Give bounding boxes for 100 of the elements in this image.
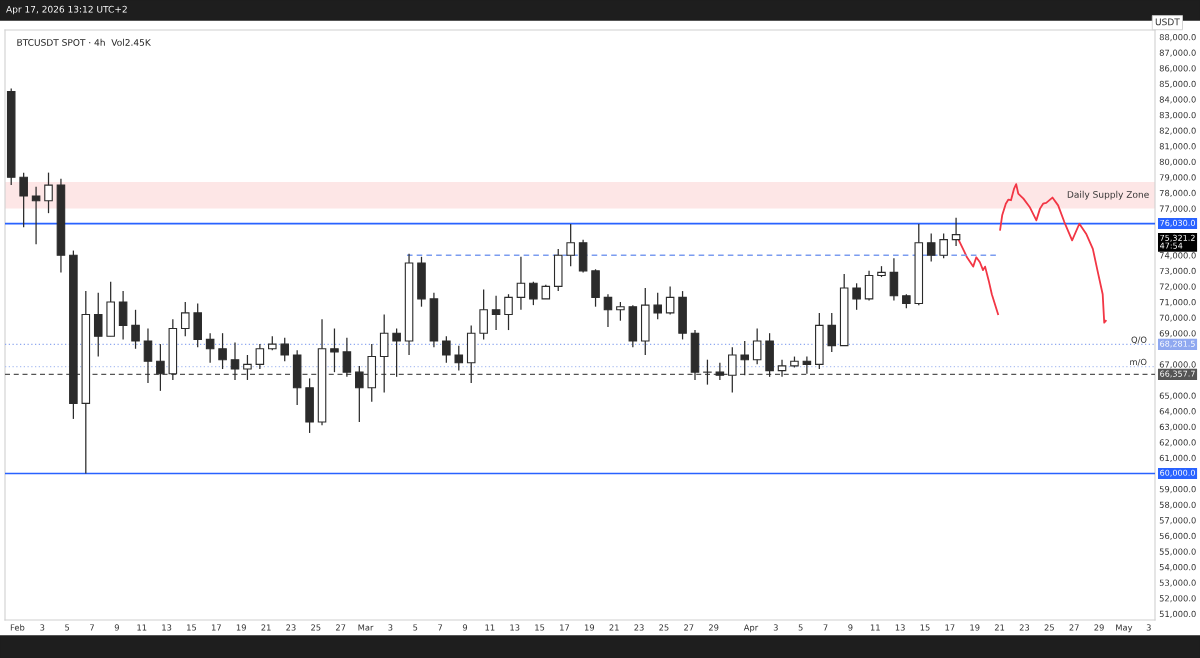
candlestick	[31, 186, 41, 245]
annotation: 66,357.7	[1160, 370, 1195, 378]
x-tick-label: 7	[90, 624, 94, 631]
x-tick-label: 29	[1094, 624, 1104, 631]
x-tick-label: 25	[659, 624, 669, 631]
y-tick-label: 77,000.0	[1159, 205, 1196, 213]
y-tick-label: 82,000.0	[1159, 127, 1196, 135]
x-tick-label: 5	[798, 624, 803, 631]
candlestick	[889, 257, 899, 302]
candlestick	[230, 341, 240, 381]
x-tick-label: 9	[114, 624, 119, 631]
candlestick	[653, 292, 662, 320]
ref-line-label: m/O	[1130, 358, 1147, 366]
candlestick	[180, 301, 190, 337]
x-tick-label: 15	[920, 624, 930, 631]
x-tick-label: 19	[584, 624, 595, 631]
candlestick	[118, 290, 128, 341]
candlestick	[19, 172, 28, 228]
candlestick	[864, 270, 874, 302]
candlestick	[603, 293, 613, 328]
x-tick-label: 15	[535, 624, 545, 631]
y-tick-label: 62,000.0	[1159, 439, 1196, 447]
band-label: Daily Supply Zone	[1067, 190, 1149, 200]
x-tick-label: May	[1116, 624, 1133, 633]
x-tick-label: 7	[438, 624, 443, 631]
x-tick-label: 5	[413, 624, 418, 631]
x-tick-label: 29	[708, 624, 719, 631]
y-tick-label: 56,000.0	[1159, 532, 1196, 540]
x-tick-label: 9	[848, 624, 853, 631]
x-tick-label: 13	[162, 624, 172, 631]
y-axis-title: USDT	[1155, 18, 1180, 26]
x-tick-label: Feb	[10, 624, 25, 631]
candlestick	[777, 359, 787, 378]
x-tick-label: 27	[335, 624, 346, 631]
candlestick	[280, 337, 290, 362]
x-tick-label: 7	[823, 624, 828, 631]
annotation: 76,030.0	[1160, 219, 1195, 227]
y-tick-label: 57,000.0	[1159, 517, 1196, 525]
x-tick-label: 25	[1044, 624, 1054, 631]
y-tick-label: 72,000.0	[1159, 283, 1196, 291]
candlestick	[342, 337, 352, 378]
y-tick-label: 88,000.0	[1159, 34, 1196, 42]
x-tick-label: 21	[261, 624, 271, 631]
y-tick-label: 55,000.0	[1159, 548, 1196, 556]
x-tick-label: 19	[236, 624, 246, 631]
ref-line-label: Q/O	[1131, 336, 1147, 344]
candlestick	[454, 345, 464, 372]
y-tick-label: 58,000.0	[1159, 501, 1196, 509]
candlestick	[665, 285, 675, 316]
candlestick	[504, 293, 513, 331]
annotation: 60,000.0	[1160, 469, 1195, 477]
x-tick-label: 11	[137, 624, 147, 631]
candlestick	[243, 354, 252, 381]
candlestick	[44, 172, 53, 214]
candlestick	[728, 346, 737, 394]
y-tick-label: 51,000.0	[1159, 610, 1196, 618]
candlestick	[491, 295, 501, 331]
x-tick-label: 3	[773, 624, 778, 631]
candlestick	[205, 332, 215, 364]
text: Apr 17, 2026 13:12 UTC+2	[6, 5, 127, 15]
y-tick-label: 63,000.0	[1159, 423, 1196, 431]
x-tick-label: 23	[286, 624, 296, 631]
x-tick-label: 3	[1146, 624, 1151, 631]
candlestick	[926, 232, 936, 263]
candlestick	[330, 327, 339, 373]
x-tick-label: 17	[560, 624, 570, 631]
candlestick	[379, 313, 389, 394]
x-tick-label: Apr	[743, 624, 759, 633]
x-tick-label: 21	[609, 624, 619, 631]
candlestick	[355, 365, 364, 423]
y-tick-label: 87,000.0	[1159, 49, 1196, 57]
candlestick	[255, 343, 265, 370]
y-tick-label: 73,000.0	[1159, 267, 1196, 275]
y-tick-label: 85,000.0	[1159, 80, 1196, 88]
text: BTCUSDT SPOT · 4h Vol2.45K	[17, 38, 151, 46]
y-tick-label: 70,000.0	[1159, 314, 1196, 322]
x-tick-label: Mar	[358, 624, 374, 631]
candlestick	[951, 217, 961, 247]
y-tick-label: 86,000.0	[1159, 65, 1196, 73]
x-tick-label: 23	[634, 624, 644, 631]
candlestick	[479, 288, 488, 341]
y-tick-label: 84,000.0	[1159, 96, 1196, 104]
x-tick-label: 9	[462, 624, 468, 631]
x-tick-label: 15	[187, 624, 197, 631]
candlestick	[516, 256, 526, 311]
candlestick	[93, 292, 103, 358]
candlestick	[392, 327, 401, 378]
candlestick	[566, 223, 575, 267]
y-tick-label: 80,000.0	[1159, 158, 1196, 166]
x-tick-label: 17	[211, 624, 221, 631]
y-tick-label: 52,000.0	[1159, 595, 1196, 603]
candlestick	[131, 309, 140, 350]
x-tick-label: 11	[870, 624, 880, 631]
x-tick-label: 27	[1069, 624, 1079, 631]
y-tick-label: 65,000.0	[1159, 392, 1196, 400]
x-tick-label: 27	[684, 624, 694, 631]
x-tick-label: 19	[970, 624, 980, 631]
x-tick-label: 3	[388, 624, 393, 631]
y-tick-label: 79,000.0	[1159, 174, 1196, 182]
x-tick-label: 17	[945, 624, 955, 631]
